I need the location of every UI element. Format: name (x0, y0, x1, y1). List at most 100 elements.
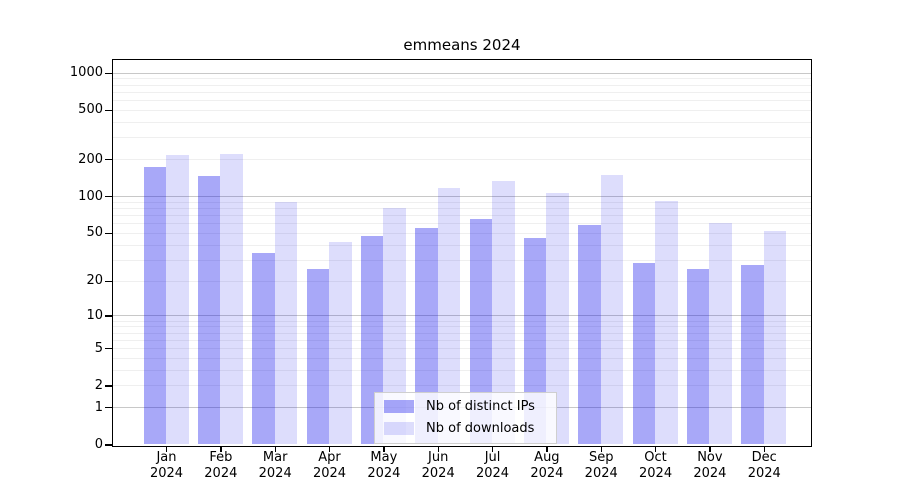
y-tick-label-20: 20 (86, 273, 103, 289)
bar-sep-2024-ips (578, 225, 601, 445)
x-tick-mark-10 (654, 446, 657, 452)
gridline-100 (112, 196, 811, 198)
x-tick-mark-5 (383, 446, 385, 452)
y-tick-label-50: 50 (86, 225, 103, 241)
x-tick-mark-9 (600, 446, 602, 452)
x-tick-label-line: 2024 (367, 466, 401, 481)
gridline-500 (112, 109, 811, 111)
x-tick-label-line: Oct (644, 450, 667, 465)
x-tick-label-feb-2024: Feb 2024 (191, 450, 251, 482)
y-tick-mark-200 (104, 159, 112, 161)
bar-jun-2024-ips (415, 227, 438, 445)
x-tick-mark-7 (491, 446, 494, 452)
x-tick-label-nov-2024: Nov 2024 (680, 450, 740, 482)
bar-apr-2024-downloads (329, 242, 352, 445)
gridline-8 (112, 326, 811, 328)
x-tick-label-may-2024: May 2024 (354, 450, 414, 482)
x-tick-label-line: 2024 (475, 466, 510, 481)
bar-aug-2024-downloads (546, 193, 569, 445)
x-tick-label-line: Dec (751, 450, 777, 465)
x-tick-label-line: Feb (209, 450, 233, 465)
bar-dec-2024-ips (741, 265, 764, 445)
x-tick-mark-4 (328, 446, 331, 452)
y-tick-mark-1 (104, 407, 112, 409)
gridline-5 (112, 348, 811, 350)
bar-jul-2024-ips (469, 219, 493, 445)
x-tick-label-apr-2024: Apr 2024 (300, 450, 360, 482)
gridline-4 (112, 357, 811, 359)
gridline-40 (112, 244, 811, 246)
x-tick-label-dec-2024: Dec 2024 (734, 450, 794, 482)
bar-jul-2024-downloads (492, 181, 515, 445)
y-tick-label-500: 500 (78, 102, 103, 118)
x-tick-mark-6 (437, 446, 439, 452)
y-tick-label-2: 2 (94, 377, 103, 393)
y-tick-label-1: 1 (94, 399, 103, 415)
plot-area (111, 58, 812, 447)
bar-sep-2024-downloads (600, 174, 624, 445)
legend-label-distinct-ips: Nb of distinct IPs (426, 399, 535, 414)
x-tick-label-line: 2024 (258, 466, 292, 481)
gridline-7 (112, 332, 811, 334)
gridline-90 (112, 201, 811, 203)
y-tick-mark-5 (104, 347, 112, 350)
gridline-700 (112, 91, 811, 93)
bar-jan-2024-ips (143, 166, 166, 445)
gridline-6 (112, 339, 811, 341)
x-tick-label-line: 2024 (639, 466, 673, 481)
bar-mar-2024-downloads (274, 202, 298, 445)
y-tick-label-200: 200 (78, 151, 103, 167)
y-tick-mark-50 (104, 232, 112, 235)
bar-nov-2024-downloads (709, 223, 732, 445)
x-tick-label-line: Nov (697, 450, 723, 465)
gridline-3 (112, 369, 811, 371)
bar-mar-2024-ips (252, 253, 275, 445)
x-tick-label-line: Jun (428, 450, 449, 465)
x-tick-mark-2 (220, 446, 222, 452)
y-tick-label-0: 0 (94, 437, 103, 452)
x-tick-label-line: Aug (534, 450, 560, 465)
legend-label-downloads: Nb of downloads (426, 421, 535, 436)
y-tick-mark-2 (104, 385, 112, 387)
x-tick-label-line: 2024 (584, 466, 618, 481)
gridline-1000 (112, 72, 811, 74)
x-tick-mark-1 (165, 446, 168, 452)
x-tick-label-mar-2024: Mar 2024 (245, 450, 305, 482)
x-tick-label-line: 2024 (747, 466, 781, 481)
x-tick-label-line: May (370, 450, 398, 465)
gridline-10 (112, 315, 811, 317)
x-tick-label-line: Jan (156, 450, 177, 465)
x-tick-label-line: Sep (588, 450, 614, 465)
x-tick-mark-11 (709, 446, 711, 452)
gridline-200 (112, 159, 811, 161)
x-tick-mark-3 (274, 446, 276, 452)
bar-feb-2024-downloads (220, 154, 243, 445)
y-tick-mark-1000 (104, 72, 112, 74)
gridline-600 (112, 100, 811, 102)
bar-feb-2024-ips (197, 175, 221, 445)
gridline-9 (112, 320, 811, 322)
legend-swatch-distinct-ips (384, 400, 414, 413)
x-tick-label-line: 2024 (530, 466, 564, 481)
y-tick-label-10: 10 (86, 307, 103, 323)
legend-row-distinct-ips: Nb of distinct IPs (384, 399, 548, 414)
x-tick-label-line: 2024 (693, 466, 727, 481)
legend-swatch-downloads (384, 422, 414, 435)
y-tick-label-5: 5 (94, 340, 103, 356)
gridline-70 (112, 215, 811, 217)
gridline-2 (112, 385, 811, 387)
bar-jan-2024-downloads (166, 155, 189, 445)
gridline-900 (112, 78, 811, 80)
x-tick-label-line: 2024 (312, 466, 347, 481)
y-tick-mark-20 (104, 280, 112, 282)
x-tick-label-jul-2024: Jul 2024 (463, 450, 523, 482)
chart-title: emmeans 2024 (403, 36, 521, 54)
x-tick-label-jan-2024: Jan 2024 (137, 450, 197, 482)
x-tick-label-line: Jul (484, 450, 501, 465)
x-tick-mark-8 (546, 446, 548, 452)
bar-oct-2024-downloads (655, 200, 678, 445)
x-tick-label-line: 2024 (421, 466, 455, 481)
x-tick-label-sep-2024: Sep 2024 (571, 450, 631, 482)
y-tick-mark-100 (104, 196, 112, 198)
